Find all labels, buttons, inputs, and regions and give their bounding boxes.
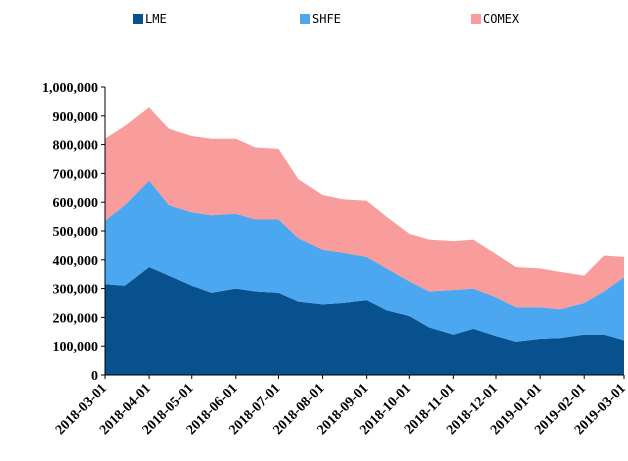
legend-label-comex: COMEX <box>483 12 520 26</box>
y-tick-label: 800,000 <box>53 139 99 154</box>
legend-item-comex: COMEX <box>471 12 519 26</box>
area-shfe <box>105 180 624 342</box>
y-tick-label: 900,000 <box>53 110 99 125</box>
legend-label-shfe: SHFE <box>312 12 341 26</box>
area-lme <box>105 267 624 375</box>
legend-item-lme: LME <box>133 12 167 26</box>
y-tick-label: 100,000 <box>53 340 99 355</box>
y-tick-label: 300,000 <box>53 283 99 298</box>
legend-swatch-shfe <box>300 14 310 24</box>
y-tick-label: 0 <box>91 369 98 384</box>
legend-label-lme: LME <box>145 12 167 26</box>
legend: LME SHFE COMEX <box>0 12 628 30</box>
series-areas <box>105 107 624 375</box>
y-tick-label: 400,000 <box>53 254 99 269</box>
y-tick-label: 200,000 <box>53 311 99 326</box>
legend-swatch-lme <box>133 14 143 24</box>
area-comex <box>105 107 624 310</box>
y-tick-label: 500,000 <box>53 225 99 240</box>
y-tick-label: 700,000 <box>53 167 99 182</box>
legend-item-shfe: SHFE <box>300 12 341 26</box>
y-tick-label: 1,000,000 <box>42 81 98 96</box>
legend-swatch-comex <box>471 14 481 24</box>
y-tick-label: 600,000 <box>53 196 99 211</box>
